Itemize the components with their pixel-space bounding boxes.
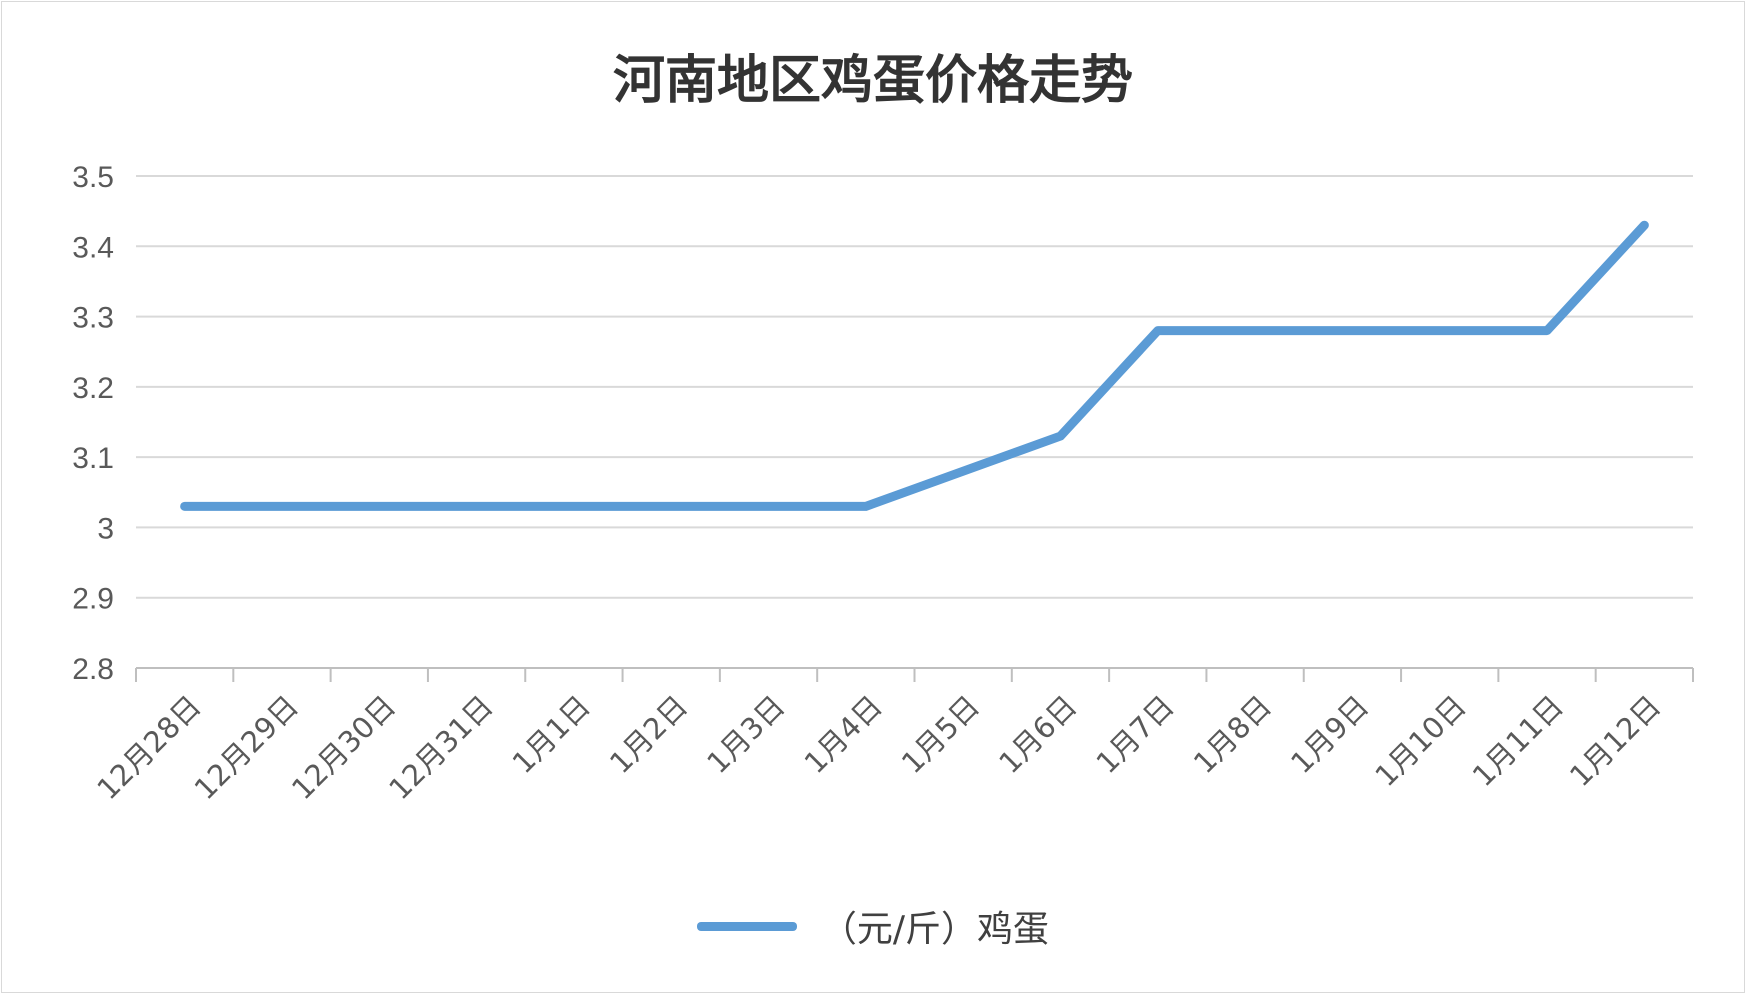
y-tick-label: 3.2	[72, 372, 114, 405]
x-tick-label: 1月11日	[1466, 689, 1570, 793]
x-tick-label: 1月1日	[506, 689, 597, 780]
y-tick-label: 3.3	[72, 302, 114, 335]
legend: （元/斤）鸡蛋	[0, 900, 1746, 952]
x-tick-label: 1月2日	[603, 689, 694, 780]
y-tick-label: 3	[97, 512, 114, 545]
legend-swatch	[696, 921, 797, 931]
legend-label: （元/斤）鸡蛋	[820, 909, 1050, 950]
x-tick-label: 1月12日	[1563, 689, 1667, 793]
x-tick-label: 1月8日	[1187, 689, 1278, 780]
x-tick-label: 1月7日	[1090, 689, 1181, 780]
chart-title: 河南地区鸡蛋价格走势	[612, 50, 1133, 111]
y-tick-label: 3.5	[72, 161, 114, 194]
x-tick-label: 12月31日	[382, 689, 499, 806]
x-tick-label: 12月28日	[90, 689, 207, 806]
x-tick-label: 1月6日	[992, 689, 1083, 780]
x-tick-label: 12月30日	[285, 689, 402, 806]
x-tick-label: 1月5日	[895, 689, 986, 780]
x-tick-label: 12月29日	[188, 689, 305, 806]
y-tick-label: 2.8	[72, 653, 114, 686]
y-tick-label: 2.9	[72, 583, 114, 616]
x-tick-label: 1月3日	[700, 689, 791, 780]
series-line	[180, 220, 1649, 511]
y-tick-label: 3.1	[72, 442, 114, 475]
x-tick-label: 1月10日	[1368, 689, 1472, 793]
x-tick-label: 1月4日	[798, 689, 889, 780]
x-tick-label: 1月9日	[1284, 689, 1375, 780]
y-tick-label: 3.4	[72, 231, 114, 264]
